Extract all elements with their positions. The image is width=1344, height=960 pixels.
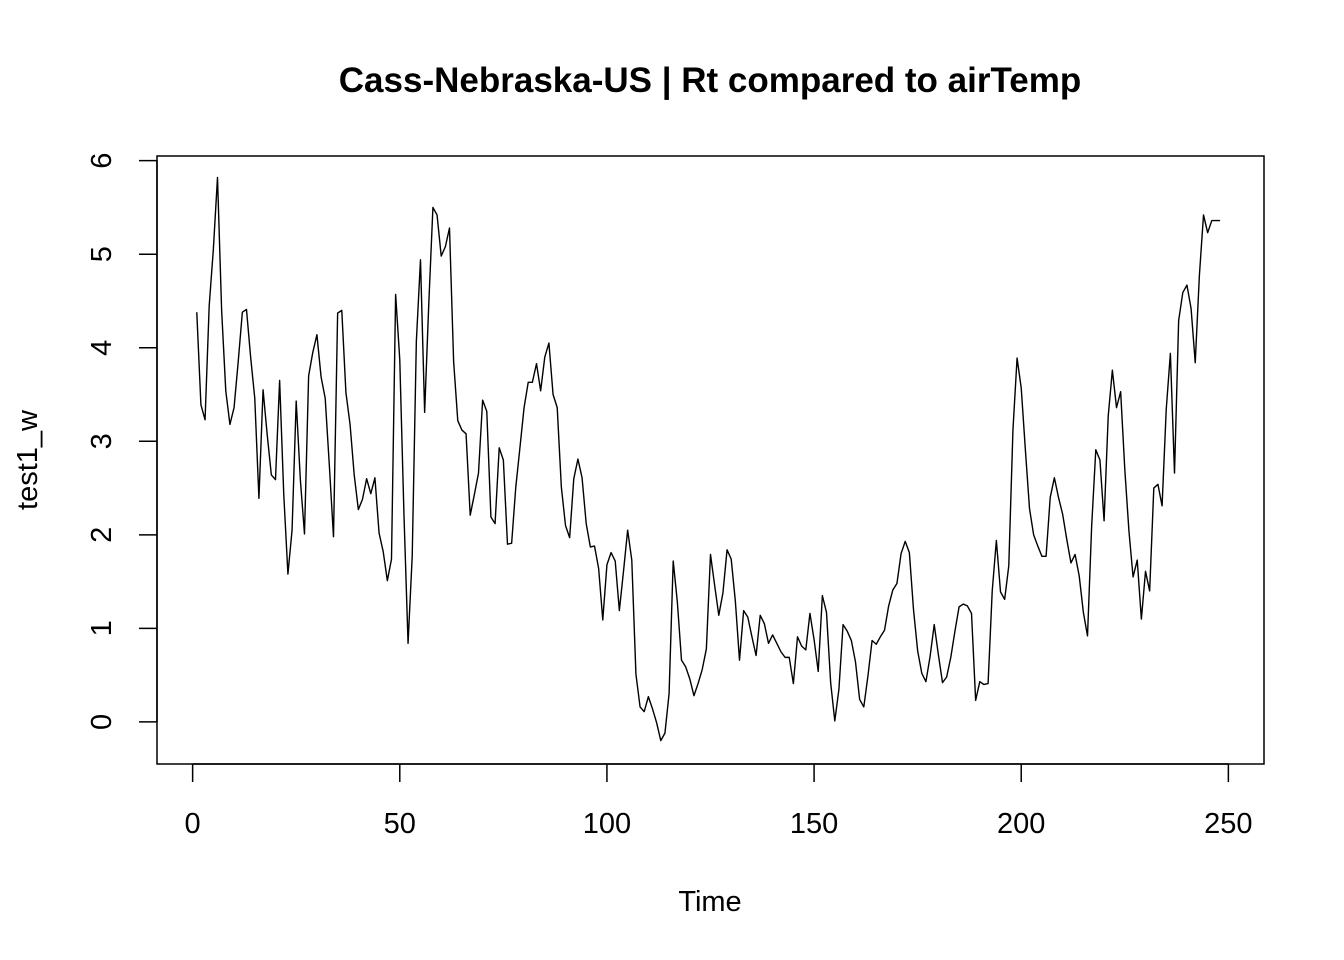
y-axis: 0 1 2 3 4 5 6 bbox=[86, 153, 158, 730]
series-line bbox=[196, 176, 1221, 742]
x-axis: 0 50 100 150 200 250 bbox=[185, 763, 1253, 840]
y-tick-label: 6 bbox=[86, 153, 118, 169]
plot-frame bbox=[156, 155, 1265, 765]
y-tick-label: 5 bbox=[86, 246, 118, 262]
x-axis-label: Time bbox=[678, 886, 741, 918]
y-tick-label: 2 bbox=[86, 527, 118, 543]
chart-title: Cass-Nebraska-US | Rt compared to airTem… bbox=[339, 61, 1081, 100]
y-tick-label: 3 bbox=[86, 433, 118, 449]
x-tick-label: 100 bbox=[583, 808, 631, 840]
y-axis-label: test1_w bbox=[12, 409, 44, 510]
x-tick-label: 0 bbox=[185, 808, 201, 840]
x-tick-label: 250 bbox=[1204, 808, 1252, 840]
y-tick-label: 0 bbox=[86, 714, 118, 730]
y-tick-label: 1 bbox=[86, 620, 118, 636]
x-tick-label: 50 bbox=[384, 808, 416, 840]
x-tick-label: 200 bbox=[997, 808, 1045, 840]
x-tick-label: 150 bbox=[790, 808, 838, 840]
y-tick-label: 4 bbox=[86, 340, 118, 356]
